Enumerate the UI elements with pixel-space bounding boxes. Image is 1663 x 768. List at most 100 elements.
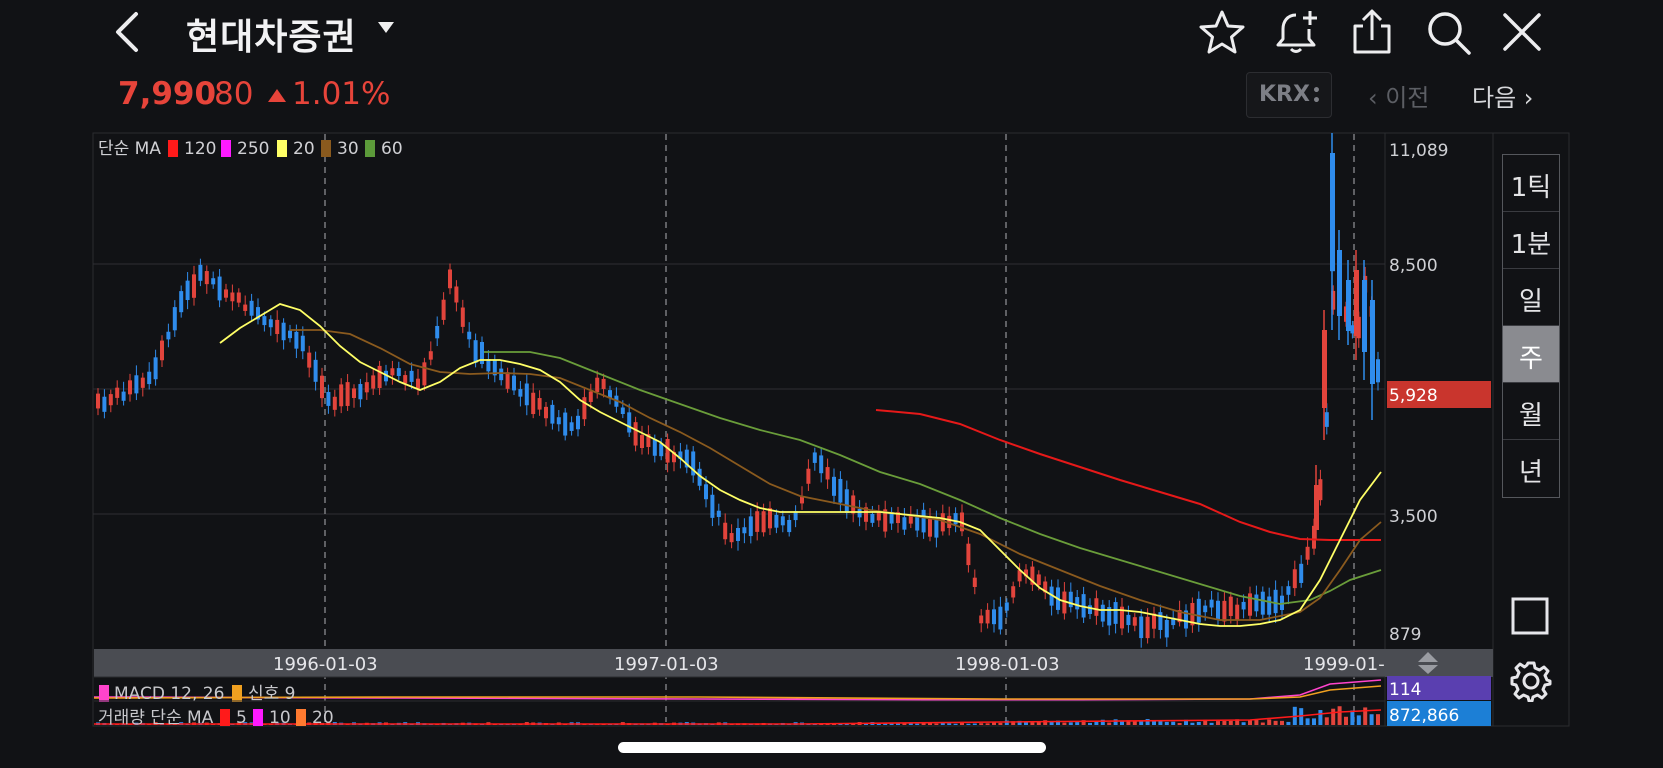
prev-stock-button[interactable]: ‹ 이전 — [1368, 84, 1430, 112]
x-axis: 1996-01-03 1997-01-03 1998-01-03 1999-01… — [273, 654, 1385, 675]
period-month[interactable]: 월 — [1503, 383, 1559, 440]
candle — [435, 325, 440, 339]
next-stock-button[interactable]: 다음 › — [1472, 84, 1534, 112]
exchange-selector[interactable]: KRX • • — [1246, 72, 1332, 118]
horizontal-gridlines — [93, 263, 1385, 515]
candle — [659, 443, 664, 457]
candle — [467, 331, 472, 340]
volume-bar — [972, 723, 977, 725]
bell-plus-icon[interactable] — [1272, 8, 1320, 56]
volume-bar — [1158, 721, 1163, 725]
candle — [1305, 546, 1310, 560]
candle — [1292, 569, 1297, 589]
volume-bar — [1273, 720, 1278, 725]
close-icon[interactable] — [1498, 8, 1546, 56]
candle — [928, 516, 932, 537]
volume-bar — [928, 722, 932, 725]
period-1tick[interactable]: 1틱 — [1503, 155, 1559, 212]
candle — [480, 341, 484, 364]
volume-bar — [1107, 722, 1112, 725]
volume-bar — [1100, 719, 1105, 725]
volume-bar — [1280, 720, 1284, 725]
period-1min[interactable]: 1분 — [1503, 212, 1559, 269]
volume-value-marker — [1387, 701, 1491, 726]
candle — [972, 577, 977, 587]
candle — [889, 512, 894, 524]
last-price-marker — [1387, 381, 1491, 408]
candle — [627, 412, 632, 433]
last-price-label: 5,928 — [1389, 386, 1438, 406]
ma-20-label: 20 — [293, 139, 315, 159]
period-week[interactable]: 주 — [1503, 326, 1559, 383]
volume-bar — [1088, 722, 1092, 725]
candle — [1248, 593, 1252, 616]
volume-value: 872,866 — [1389, 706, 1459, 726]
period-day[interactable]: 일 — [1503, 269, 1559, 326]
candle — [1004, 602, 1009, 611]
stock-title[interactable]: 현대차증권 — [186, 17, 357, 58]
candle — [1241, 601, 1246, 610]
candle — [953, 513, 958, 525]
vol-ma-20-swatch — [296, 709, 306, 726]
x-axis-band[interactable] — [94, 649, 1493, 677]
back-button[interactable] — [108, 10, 148, 54]
candle — [1043, 581, 1048, 593]
volume-bar — [876, 723, 881, 725]
volume-bar — [1363, 707, 1368, 725]
candle — [147, 371, 152, 385]
candle — [377, 365, 382, 388]
candle — [1164, 619, 1169, 638]
volume-bar — [934, 723, 939, 725]
candle — [940, 513, 945, 532]
x-tick-label: 1999-01- — [1303, 654, 1385, 675]
volume-bar — [1036, 721, 1041, 725]
volume-bar — [1324, 717, 1329, 725]
volume-bar — [1350, 710, 1355, 725]
volume-bar — [1120, 720, 1124, 725]
volume-ma-line — [94, 709, 1382, 725]
volume-bar — [1030, 722, 1035, 725]
top-bar: 현대차증권 — [0, 0, 1663, 64]
price-change: 80 — [214, 76, 254, 112]
title-dropdown-icon[interactable] — [378, 22, 394, 33]
star-icon[interactable] — [1198, 8, 1246, 56]
candle — [1094, 598, 1099, 616]
candle — [288, 330, 292, 339]
candle — [339, 384, 344, 407]
candle — [556, 417, 561, 425]
volume-bar — [1164, 721, 1169, 725]
candle — [1286, 586, 1291, 595]
volume-bar — [1260, 722, 1265, 725]
candle — [179, 291, 184, 313]
period-selector: 1틱 1분 일 주 월 년 — [1502, 154, 1560, 498]
resize-handle-icon[interactable] — [1418, 652, 1438, 674]
candle — [870, 513, 875, 523]
volume-bar — [896, 722, 900, 725]
candle — [896, 512, 900, 524]
volume-bar — [1171, 721, 1176, 725]
candle — [998, 606, 1003, 630]
y-tick-label: 3,500 — [1389, 507, 1438, 527]
search-icon[interactable] — [1424, 8, 1472, 56]
candle — [908, 515, 913, 524]
candle — [531, 392, 536, 415]
signal-line — [93, 685, 1382, 700]
volume-bar — [1369, 714, 1374, 725]
volume-bar — [1190, 722, 1195, 725]
settings-gear-icon[interactable] — [1510, 660, 1552, 702]
candle — [1324, 412, 1329, 427]
share-icon[interactable] — [1348, 8, 1396, 56]
candle — [1299, 563, 1304, 583]
macd-pane: MACD 12, 26 신호 9 114 — [93, 676, 1491, 704]
ma-legend: 단순 MA 120 250 20 30 60 — [98, 139, 403, 159]
candle — [1158, 612, 1163, 630]
candle — [1337, 250, 1342, 316]
crop-square-icon[interactable] — [1510, 596, 1550, 636]
candle — [217, 276, 222, 301]
candle — [268, 319, 273, 328]
candle — [582, 397, 587, 420]
candle — [262, 316, 267, 326]
period-year[interactable]: 년 — [1519, 458, 1543, 488]
candlestick-series — [96, 133, 1380, 648]
